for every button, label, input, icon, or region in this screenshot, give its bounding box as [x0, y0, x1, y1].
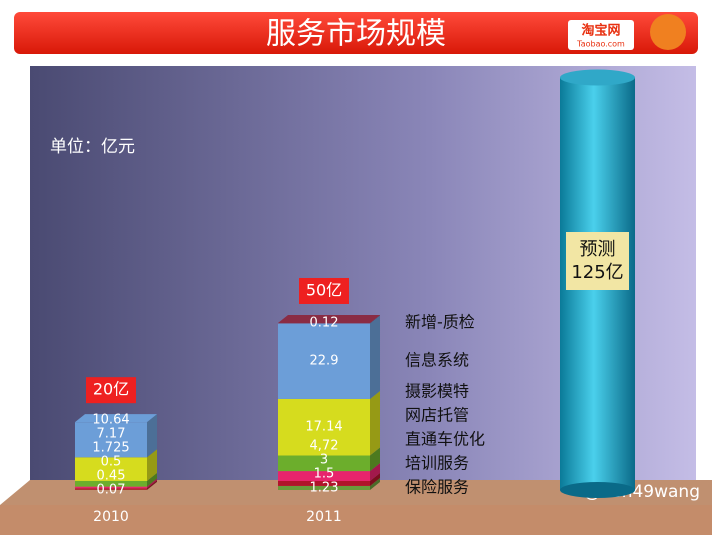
value-label: 0.12: [310, 316, 339, 331]
bar-side: [370, 315, 380, 399]
page-title: 服务市场规模: [266, 17, 446, 52]
total-label: 20亿: [93, 380, 129, 399]
bar-side: [370, 391, 380, 456]
forecast-title: 预测: [580, 239, 616, 260]
value-label: 22.9: [310, 354, 339, 369]
forecast-value: 125亿: [571, 262, 623, 283]
legend-label: 直通车优化: [405, 429, 485, 448]
forecast-top: [560, 70, 635, 86]
value-label: 0.07: [97, 482, 126, 497]
legend-label: 保险服务: [405, 477, 469, 496]
value-label: 17.14: [305, 420, 342, 435]
value-label: 4,72: [310, 438, 339, 453]
value-label: 0.45: [97, 468, 126, 483]
legend-label: 新增-质检: [405, 313, 475, 332]
x-tick-label: 2011: [306, 509, 342, 525]
mascot: [650, 14, 686, 50]
logo: 淘宝网: [581, 23, 620, 39]
value-label: 0.5: [101, 454, 122, 469]
value-label: 7.17: [97, 426, 126, 441]
legend-label: 培训服务: [405, 453, 469, 472]
legend-label: 信息系统: [405, 351, 469, 370]
unit-label: 单位：亿元: [50, 137, 135, 157]
value-label: 10.64: [92, 412, 129, 427]
value-label: 1.23: [310, 480, 339, 495]
forecast-bottom: [560, 482, 635, 498]
legend-label: 摄影模特: [405, 381, 469, 400]
x-tick-label: 2010: [93, 509, 129, 525]
value-label: 1.5: [314, 466, 335, 481]
logo-sub: Taobao.com: [576, 40, 625, 49]
legend-label: 网店托管: [405, 405, 469, 424]
value-label: 3: [320, 452, 328, 467]
value-label: 1.725: [92, 440, 129, 455]
total-label: 50亿: [306, 280, 342, 299]
